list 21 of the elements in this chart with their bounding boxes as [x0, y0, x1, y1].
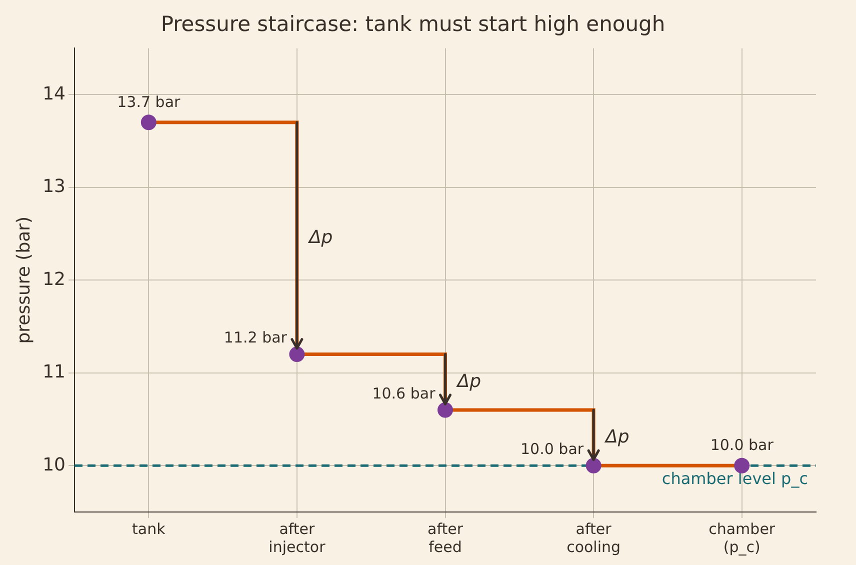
data-label: 11.2 bar [224, 328, 288, 347]
annotation: Δp [455, 370, 481, 392]
chart-title: Pressure staircase: tank must start high enough [160, 12, 666, 36]
data-label: 10.0 bar [710, 436, 774, 454]
y-tick-label: 14 [42, 83, 66, 104]
y-axis-title: pressure (bar) [13, 216, 34, 344]
y-tick-label: 10 [42, 454, 66, 476]
y-tick-label: 11 [42, 362, 66, 383]
x-tick-label: after feed [428, 520, 464, 556]
ref-line-label: chamber level p_c [662, 468, 808, 488]
data-label: 10.0 bar [520, 440, 584, 458]
x-tick-label: after cooling [566, 520, 621, 556]
annotation: Δp [604, 426, 630, 448]
data-label: 10.6 bar [372, 384, 436, 402]
y-tick-label: 12 [42, 268, 66, 290]
data-label: 13.7 bar [117, 92, 182, 111]
y-tick-label: 13 [42, 176, 66, 198]
x-tick-label: chamber (p_c) [708, 520, 776, 556]
x-tick-label: tank [132, 520, 166, 538]
annotation: Δp [306, 227, 333, 248]
x-tick-label: after injector [268, 520, 326, 556]
